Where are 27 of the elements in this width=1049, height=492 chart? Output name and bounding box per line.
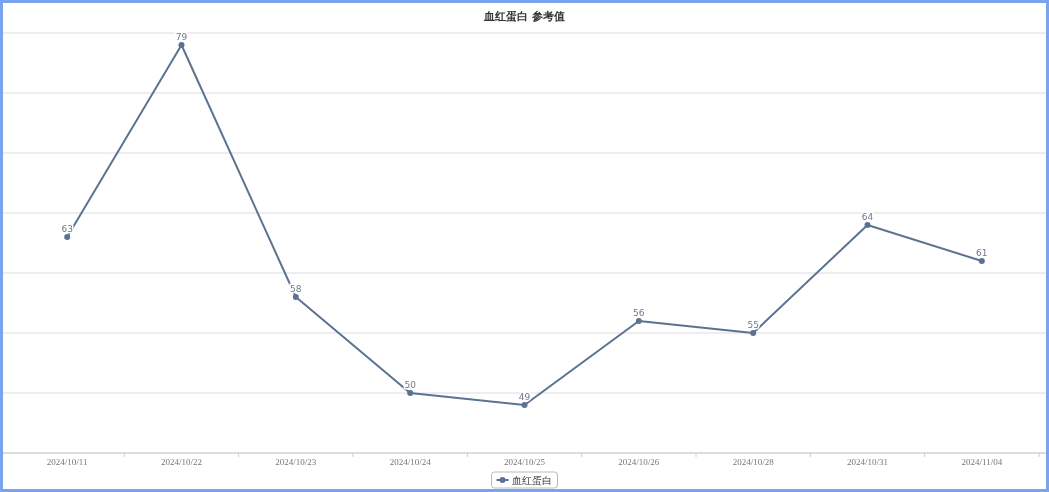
point (978, 258, 985, 264)
data-label: 64 (861, 212, 874, 222)
x-tick-label: 2024/10/11 (46, 457, 88, 467)
data-label: 79 (175, 32, 188, 42)
x-tick-label: 2024/10/28 (732, 457, 775, 467)
point (407, 390, 414, 396)
point (64, 234, 71, 240)
x-tick-label: 2024/10/23 (275, 457, 317, 467)
point (521, 402, 528, 408)
x-tick-label: 2024/10/25 (503, 457, 546, 467)
x-tick-label: 2024/10/24 (389, 457, 432, 467)
data-label: 55 (747, 320, 759, 330)
x-tick-label: 2024/11/04 (961, 457, 1003, 467)
point (292, 294, 299, 300)
data-label: 50 (404, 380, 417, 390)
x-tick-label: 2024/10/22 (160, 457, 203, 467)
legend-label: 血红蛋白 (511, 475, 552, 486)
point (635, 318, 642, 324)
x-tick-label: 2024/10/31 (846, 457, 889, 467)
point (864, 222, 871, 228)
x-tick-label: 2024/10/26 (618, 457, 660, 467)
point (750, 330, 757, 336)
data-label: 49 (518, 392, 531, 402)
data-label: 61 (976, 248, 988, 258)
point (178, 42, 185, 48)
chart-title: 血红蛋白 参考值 (483, 10, 565, 23)
data-label: 56 (633, 308, 645, 318)
